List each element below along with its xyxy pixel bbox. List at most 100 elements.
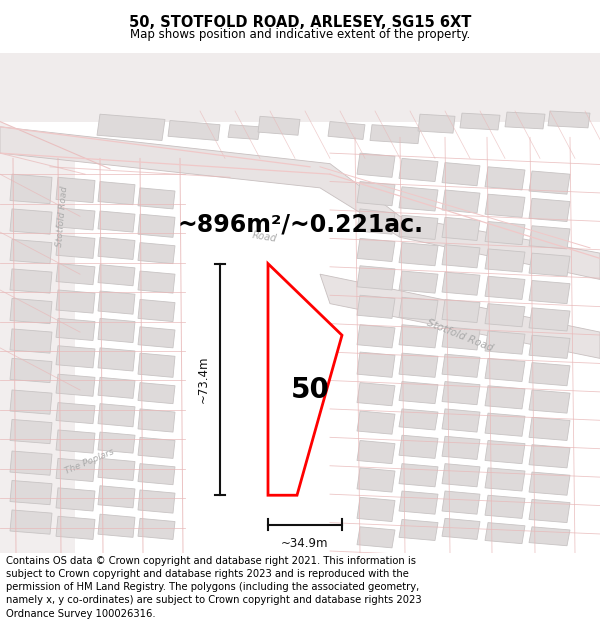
Polygon shape bbox=[56, 208, 95, 230]
Polygon shape bbox=[399, 464, 438, 487]
Text: Stotfold Road: Stotfold Road bbox=[55, 186, 69, 247]
Polygon shape bbox=[168, 121, 220, 141]
Polygon shape bbox=[442, 491, 480, 514]
Polygon shape bbox=[529, 472, 570, 495]
Polygon shape bbox=[10, 358, 52, 382]
Polygon shape bbox=[485, 522, 525, 544]
Polygon shape bbox=[138, 353, 175, 377]
Polygon shape bbox=[442, 464, 480, 487]
Polygon shape bbox=[98, 318, 135, 342]
Polygon shape bbox=[442, 409, 480, 432]
Polygon shape bbox=[485, 276, 525, 299]
Polygon shape bbox=[357, 153, 395, 178]
Polygon shape bbox=[485, 249, 525, 272]
Polygon shape bbox=[399, 271, 438, 293]
Polygon shape bbox=[485, 413, 525, 436]
Polygon shape bbox=[0, 127, 600, 279]
Polygon shape bbox=[548, 111, 590, 128]
Polygon shape bbox=[357, 498, 395, 521]
Polygon shape bbox=[98, 378, 135, 398]
Polygon shape bbox=[56, 264, 95, 285]
Polygon shape bbox=[485, 221, 525, 245]
Polygon shape bbox=[56, 458, 95, 481]
Polygon shape bbox=[138, 382, 175, 404]
Polygon shape bbox=[485, 167, 525, 190]
Polygon shape bbox=[357, 209, 395, 234]
Polygon shape bbox=[56, 177, 95, 202]
Polygon shape bbox=[529, 362, 570, 386]
Polygon shape bbox=[328, 121, 365, 139]
Polygon shape bbox=[485, 331, 525, 354]
Polygon shape bbox=[418, 114, 455, 133]
Polygon shape bbox=[442, 272, 480, 295]
Polygon shape bbox=[98, 458, 135, 481]
Polygon shape bbox=[357, 266, 395, 290]
Text: 50: 50 bbox=[290, 376, 329, 404]
Polygon shape bbox=[529, 198, 570, 221]
Polygon shape bbox=[98, 404, 135, 427]
Polygon shape bbox=[138, 490, 175, 513]
Polygon shape bbox=[399, 187, 438, 211]
Text: Stotfold Road: Stotfold Road bbox=[425, 318, 494, 353]
Polygon shape bbox=[399, 158, 438, 181]
Polygon shape bbox=[10, 451, 52, 475]
Polygon shape bbox=[357, 238, 395, 261]
Polygon shape bbox=[442, 518, 480, 539]
Polygon shape bbox=[485, 304, 525, 327]
Polygon shape bbox=[399, 353, 438, 377]
Polygon shape bbox=[357, 181, 395, 206]
Polygon shape bbox=[56, 430, 95, 453]
Polygon shape bbox=[98, 291, 135, 314]
Polygon shape bbox=[138, 438, 175, 458]
Polygon shape bbox=[268, 264, 342, 495]
Polygon shape bbox=[485, 495, 525, 518]
Polygon shape bbox=[529, 308, 570, 331]
Polygon shape bbox=[529, 499, 570, 522]
Polygon shape bbox=[442, 436, 480, 459]
Polygon shape bbox=[98, 348, 135, 371]
Text: ~34.9m: ~34.9m bbox=[281, 538, 329, 551]
Polygon shape bbox=[98, 265, 135, 286]
Polygon shape bbox=[56, 374, 95, 396]
Polygon shape bbox=[357, 382, 395, 406]
Polygon shape bbox=[0, 53, 600, 121]
Polygon shape bbox=[399, 381, 438, 404]
Polygon shape bbox=[138, 464, 175, 485]
Polygon shape bbox=[138, 242, 175, 264]
Polygon shape bbox=[10, 209, 52, 234]
Polygon shape bbox=[98, 514, 135, 538]
Text: Map shows position and indicative extent of the property.: Map shows position and indicative extent… bbox=[130, 28, 470, 41]
Polygon shape bbox=[138, 188, 175, 209]
Polygon shape bbox=[10, 329, 52, 353]
Polygon shape bbox=[138, 299, 175, 321]
Text: 50, STOTFOLD ROAD, ARLESEY, SG15 6XT: 50, STOTFOLD ROAD, ARLESEY, SG15 6XT bbox=[129, 15, 471, 30]
Polygon shape bbox=[529, 171, 570, 194]
Polygon shape bbox=[56, 488, 95, 511]
Polygon shape bbox=[485, 468, 525, 491]
Polygon shape bbox=[98, 486, 135, 508]
Polygon shape bbox=[97, 114, 165, 141]
Polygon shape bbox=[442, 190, 480, 213]
Polygon shape bbox=[399, 298, 438, 321]
Polygon shape bbox=[485, 194, 525, 218]
Polygon shape bbox=[138, 214, 175, 238]
Text: The Poplars: The Poplars bbox=[64, 447, 116, 476]
Polygon shape bbox=[485, 358, 525, 381]
Polygon shape bbox=[357, 352, 395, 377]
Polygon shape bbox=[442, 299, 480, 322]
Polygon shape bbox=[98, 181, 135, 205]
Polygon shape bbox=[10, 239, 52, 264]
Text: ~896m²/~0.221ac.: ~896m²/~0.221ac. bbox=[177, 213, 423, 237]
Polygon shape bbox=[56, 318, 95, 341]
Polygon shape bbox=[399, 215, 438, 239]
Polygon shape bbox=[357, 441, 395, 464]
Polygon shape bbox=[138, 518, 175, 539]
Text: Road: Road bbox=[252, 231, 278, 244]
Polygon shape bbox=[442, 245, 480, 268]
Text: ~73.4m: ~73.4m bbox=[197, 356, 210, 403]
Polygon shape bbox=[399, 435, 438, 458]
Polygon shape bbox=[460, 113, 500, 130]
Polygon shape bbox=[320, 274, 600, 358]
Polygon shape bbox=[529, 418, 570, 441]
Polygon shape bbox=[56, 235, 95, 258]
